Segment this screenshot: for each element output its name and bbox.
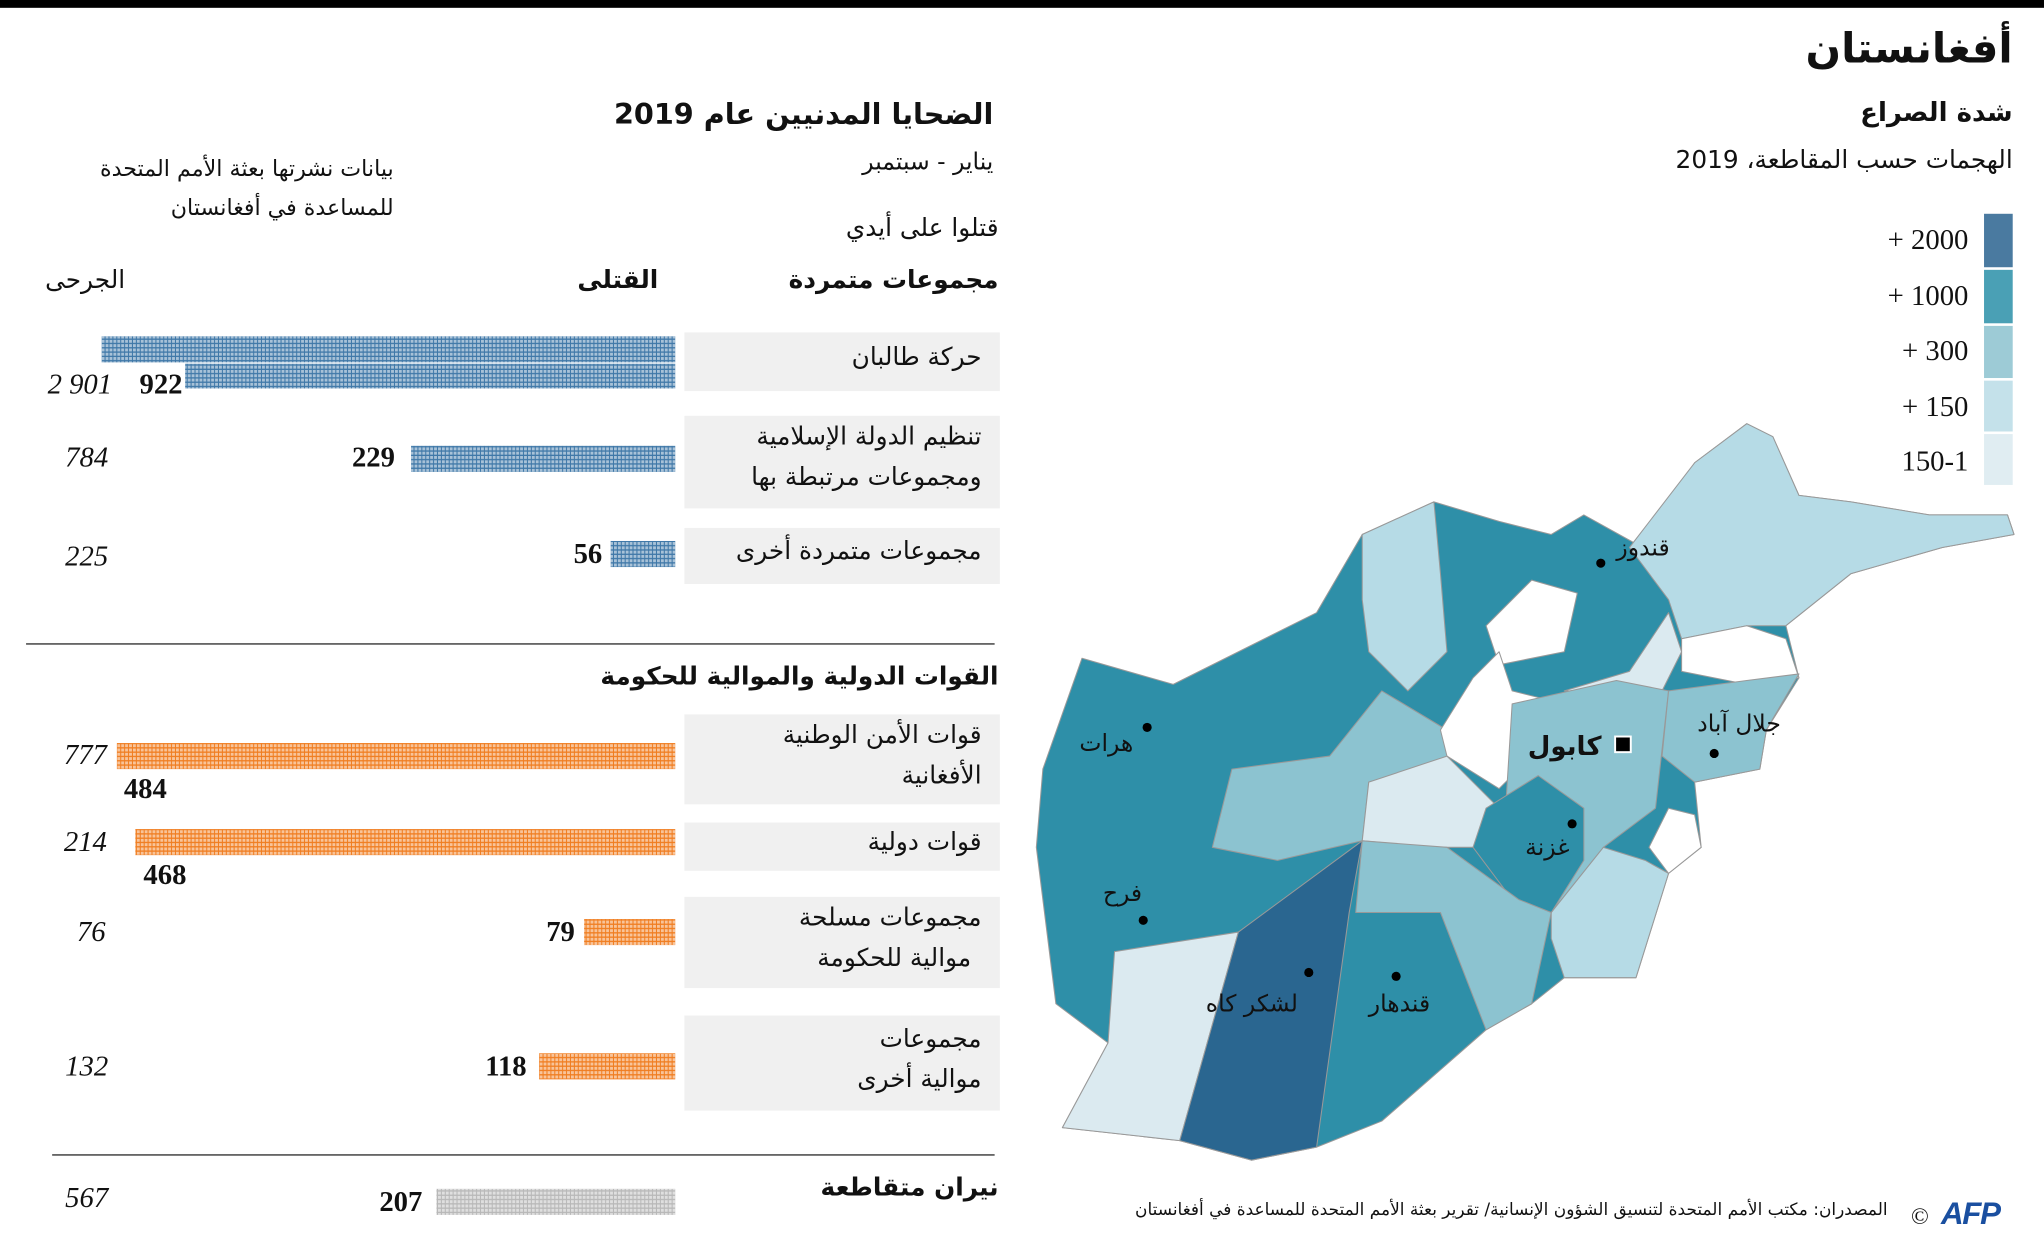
legend-label: + 1000: [1887, 278, 1969, 312]
city-label-herat: هرات: [1079, 729, 1134, 758]
legend-swatch-150: [1984, 380, 2013, 432]
afp-logo: AFP: [1941, 1196, 2001, 1232]
province-faryab: [1361, 501, 1448, 692]
bar-texture: [610, 540, 676, 568]
city-label-ghazni: غزنة: [1525, 834, 1570, 862]
row-label: قوات دولية: [867, 827, 982, 857]
city-dot-farah: [1138, 915, 1148, 925]
city-dot-herat: [1142, 722, 1152, 732]
city-label-farah: فرح: [1102, 879, 1143, 908]
row-label: مجموعات: [879, 1024, 982, 1054]
row-label: موالية أخرى: [857, 1065, 982, 1094]
legend-swatch-2000: [1984, 213, 2013, 268]
wounded-value: 567: [65, 1181, 109, 1214]
bar-texture: [185, 363, 676, 389]
killed-value: 922: [139, 367, 183, 401]
legend-label: 150-1: [1901, 444, 1969, 478]
city-label-kunduz: قندوز: [1616, 534, 1670, 562]
bar-texture: [584, 919, 676, 946]
afghanistan-map: [1035, 423, 2015, 1161]
row-label: ومجموعات مرتبطة بها: [751, 462, 982, 492]
legend-label: + 2000: [1887, 222, 1969, 256]
row-label-box: قوات دولية: [684, 822, 1000, 871]
wounded-value: 225: [65, 539, 109, 573]
wounded-value: 777: [63, 737, 107, 771]
row-label: الأفغانية: [901, 761, 982, 790]
city-dot-kunduz: [1596, 558, 1606, 568]
province-zabul: [1355, 840, 1552, 1031]
killed-value: 207: [379, 1184, 423, 1218]
legend-swatch-1000: [1984, 269, 2013, 324]
killed-value: 229: [351, 440, 395, 474]
province-paktika: [1550, 846, 1670, 979]
row-label-box: تنظيم الدولة الإسلامية ومجموعات مرتبطة ب…: [684, 415, 1000, 509]
source-note: للمساعدة في أفغانستان: [170, 195, 394, 222]
row-label-box: مجموعات متمردة أخرى: [684, 527, 1000, 584]
wounded-value: 132: [65, 1049, 109, 1082]
row-label: تنظيم الدولة الإسلامية: [756, 422, 982, 452]
killed-value: 56: [573, 537, 603, 570]
province-kunar: [1681, 625, 1800, 685]
column-header-wounded: الجرحى: [45, 265, 126, 295]
legend-swatch-1-150: [1984, 434, 2013, 485]
row-label-box: مجموعات مسلحة موالية للحكومة: [684, 896, 1000, 989]
top-rule: [0, 0, 2044, 8]
copyright-symbol: ©: [1911, 1203, 1929, 1230]
legend-label: + 300: [1902, 333, 1969, 367]
wounded-value: 214: [63, 825, 107, 858]
row-label: قوات الأمن الوطنية: [782, 720, 982, 750]
wounded-value: 2 901: [47, 367, 113, 401]
city-label-jalalabad: جلال آباد: [1697, 710, 1781, 738]
killed-value: 484: [123, 771, 167, 805]
legend-swatch-300: [1984, 325, 2013, 379]
column-header-killed: القتلى: [577, 265, 659, 295]
killed-value: 118: [485, 1049, 527, 1082]
group-heading-insurgents: مجموعات متمردة: [788, 265, 999, 295]
city-dot-kandahar: [1391, 971, 1401, 981]
row-label-box: حركة طالبان: [684, 332, 1000, 392]
legend-label: + 150: [1902, 389, 1969, 423]
map-description: الهجمات حسب المقاطعة، 2019: [1675, 145, 2013, 175]
killed-value: 79: [546, 915, 575, 948]
map-subtitle: شدة الصراع: [1860, 96, 2013, 128]
group-heading-crossfire: نيران متقاطعة: [820, 1173, 999, 1202]
bar-texture: [135, 829, 676, 856]
killed-by-label: قتلوا على أيدي: [845, 213, 999, 243]
bar-texture: [101, 336, 676, 363]
bar-texture: [411, 445, 676, 472]
chart-subtitle: يناير - سبتمبر: [862, 148, 994, 176]
wounded-value: 76: [76, 915, 106, 948]
capital-marker-kabul: [1614, 735, 1632, 754]
province-khost: [1648, 807, 1702, 874]
city-label-lashkar-gah: لشكر كاه: [1205, 990, 1298, 1019]
city-label-kabul: كابول: [1527, 729, 1602, 762]
row-label: مجموعات متمردة أخرى: [735, 537, 982, 566]
row-label-box: مجموعات موالية أخرى: [684, 1015, 1000, 1111]
bar-texture: [116, 743, 676, 770]
bars: [101, 336, 676, 1215]
group-heading-pro-government: القوات الدولية والموالية للحكومة: [600, 662, 999, 691]
city-dot-lashkar-gah: [1304, 967, 1314, 978]
source-note: بيانات نشرتها بعثة الأمم المتحدة: [100, 156, 394, 183]
province-helmand: [1179, 840, 1363, 1161]
row-label: مجموعات مسلحة: [798, 903, 982, 933]
city-dot-ghazni: [1567, 819, 1577, 829]
city-markers: [1138, 558, 1719, 981]
row-label: حركة طالبان: [851, 342, 982, 372]
city-label-kandahar: قندهار: [1368, 990, 1431, 1019]
city-dot-jalalabad: [1709, 748, 1719, 759]
wounded-value: 784: [65, 440, 109, 474]
province-nangarhar: [1661, 673, 1800, 783]
map-title: أفغانستان: [1805, 23, 2013, 73]
province-ghazni: [1472, 775, 1585, 914]
bar-texture: [436, 1188, 676, 1215]
source-credit: المصدران: مكتب الأمم المتحدة لتنسيق الشؤ…: [1135, 1200, 1888, 1221]
bar-texture: [539, 1053, 676, 1080]
row-label: موالية للحكومة: [817, 943, 972, 973]
chart-title: الضحايا المدنيين عام 2019: [613, 99, 994, 132]
row-label-box: قوات الأمن الوطنية الأفغانية: [684, 714, 1000, 805]
killed-value: 468: [143, 857, 187, 891]
